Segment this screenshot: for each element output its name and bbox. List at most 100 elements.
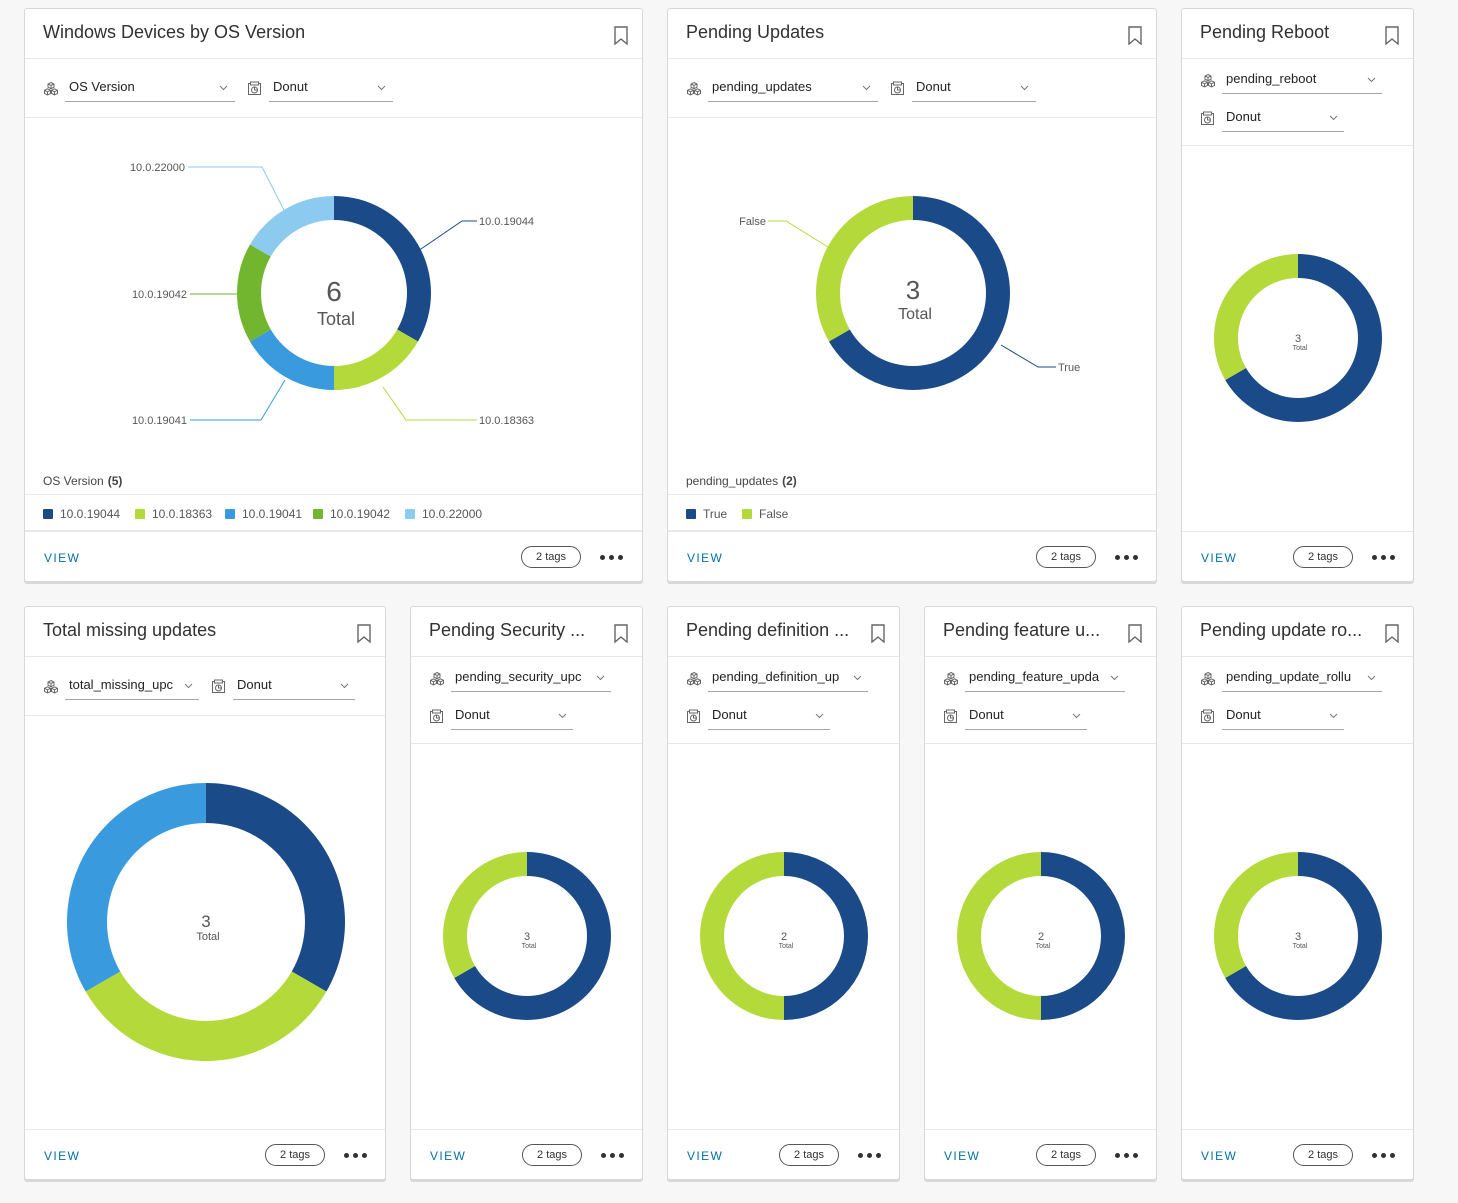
donut-slice-false[interactable] [816,196,913,342]
chart-type-select[interactable]: Donut [1200,107,1344,133]
view-link[interactable]: VIEW [687,1149,724,1163]
chart-type-select-value[interactable]: Donut [708,705,830,730]
chart-type-select-value[interactable]: Donut [1222,705,1344,730]
bookmark-icon[interactable] [614,624,628,643]
more-dots-icon[interactable] [600,555,626,561]
card-header: Pending Security ... [411,607,642,657]
tags-pill[interactable]: 2 tags [521,546,581,568]
dimension-select-value[interactable]: pending_updates [708,77,878,102]
donut-slice-0[interactable] [454,852,611,1020]
bookmark-icon[interactable] [1128,26,1142,45]
chart-type-select[interactable]: Donut [890,77,1040,103]
tags-pill[interactable]: 2 tags [1293,546,1353,568]
more-dots-icon[interactable] [601,1153,627,1159]
more-dots-icon[interactable] [1115,1153,1141,1159]
view-link[interactable]: VIEW [44,551,81,565]
bookmark-icon[interactable] [614,26,628,45]
bookmark-icon[interactable] [1385,26,1399,45]
donut-slice-10-0-18363[interactable] [334,329,419,391]
donut-slices [443,852,611,1020]
dimension-select[interactable]: pending_definition_up [686,667,868,693]
donut-slice-1[interactable] [699,852,784,1020]
donut-slice-0[interactable] [1225,852,1382,1020]
donut-slice-10-0-22000[interactable] [249,196,334,257]
donut-slice-2[interactable] [67,783,206,992]
tags-pill[interactable]: 2 tags [1036,546,1096,568]
chart-type-select[interactable]: Donut [429,705,573,731]
chart-type-select-value[interactable]: Donut [965,705,1087,730]
chart-type-select[interactable]: Donut [211,675,357,701]
legend-item[interactable]: 10.0.19041 [225,507,302,521]
tags-pill[interactable]: 2 tags [522,1144,582,1166]
bookmark-icon[interactable] [1128,624,1142,643]
dimension-select[interactable]: total_missing_upc [43,675,199,701]
view-link[interactable]: VIEW [944,1149,981,1163]
legend-item[interactable]: 10.0.19044 [43,507,120,521]
donut-slice-0[interactable] [784,852,869,1020]
tags-pill[interactable]: 2 tags [265,1144,325,1166]
legend-item[interactable]: 10.0.19042 [313,507,390,521]
view-link[interactable]: VIEW [1201,551,1238,565]
dimension-select-value[interactable]: pending_definition_up [708,667,868,692]
chart-type-select-value[interactable]: Donut [233,675,355,700]
chart-type-select-value[interactable]: Donut [269,77,393,102]
tags-pill[interactable]: 2 tags [779,1144,839,1166]
legend-item[interactable]: False [742,507,788,521]
dimension-select[interactable]: pending_updates [686,77,878,103]
donut-slice-0[interactable] [206,783,346,992]
chart-type-select-value[interactable]: Donut [912,77,1036,102]
view-link[interactable]: VIEW [430,1149,467,1163]
more-dots-icon[interactable] [1372,1153,1398,1159]
more-dots-icon[interactable] [858,1153,884,1159]
chart-type-select-value[interactable]: Donut [1222,107,1344,132]
bookmark-icon[interactable] [357,624,371,643]
more-dots-icon[interactable] [344,1153,370,1159]
donut-slice-1[interactable] [1214,852,1298,978]
dimension-select-value[interactable]: pending_update_rollu [1222,667,1382,692]
chart-type-select-value[interactable]: Donut [451,705,573,730]
dimension-select[interactable]: pending_feature_upda [943,667,1125,693]
chart-type-select[interactable]: Donut [686,705,830,731]
dimension-select[interactable]: OS Version [43,77,235,103]
tags-pill[interactable]: 2 tags [1036,1144,1096,1166]
bookmark-icon[interactable] [1385,624,1399,643]
view-link[interactable]: VIEW [687,551,724,565]
more-dots-icon[interactable] [1372,555,1398,561]
dimension-select[interactable]: pending_reboot [1200,69,1382,95]
donut-slice-1[interactable] [1214,254,1298,380]
chart-type-select[interactable]: Donut [1200,705,1344,731]
legend-item[interactable]: 10.0.22000 [405,507,482,521]
donut-slice-0[interactable] [1225,254,1382,422]
view-link[interactable]: VIEW [44,1149,81,1163]
legend-label: 10.0.19042 [330,507,391,521]
donut-slice-1[interactable] [85,971,327,1062]
legend-item[interactable]: True [686,507,727,521]
dimension-select[interactable]: pending_update_rollu [1200,667,1382,693]
donut-total-value: 3 [201,912,210,931]
legend-swatch [313,509,323,519]
donut-slice-1[interactable] [443,852,527,978]
dimension-select[interactable]: pending_security_upc [429,667,611,693]
donut-slice-10-0-19042[interactable] [237,244,271,342]
dimension-select-value[interactable]: pending_feature_upda [965,667,1125,692]
donut-slice-10-0-19044[interactable] [334,196,431,342]
donut-slice-10-0-19041[interactable] [250,329,334,390]
dimension-select-value[interactable]: total_missing_upc [65,675,199,700]
view-link[interactable]: VIEW [1201,1149,1238,1163]
card-title: Pending Reboot [1200,22,1330,42]
chart-type-select[interactable]: Donut [943,705,1087,731]
chart-type-select[interactable]: Donut [247,77,397,103]
legend-swatch [686,509,696,519]
tags-pill[interactable]: 2 tags [1293,1144,1353,1166]
donut-slice-0[interactable] [1041,852,1126,1020]
dimension-select-value[interactable]: OS Version [65,77,235,102]
legend-count: (2) [782,474,797,488]
widget-card-pending-feature: Pending feature u... pending_feature_upd… [924,606,1157,1180]
more-dots-icon[interactable] [1115,555,1141,561]
donut-slice-1[interactable] [956,852,1041,1020]
bookmark-icon[interactable] [871,624,885,643]
dimension-select-value[interactable]: pending_reboot [1222,69,1382,94]
legend-item[interactable]: 10.0.18363 [135,507,212,521]
dimension-select-value[interactable]: pending_security_upc [451,667,611,692]
